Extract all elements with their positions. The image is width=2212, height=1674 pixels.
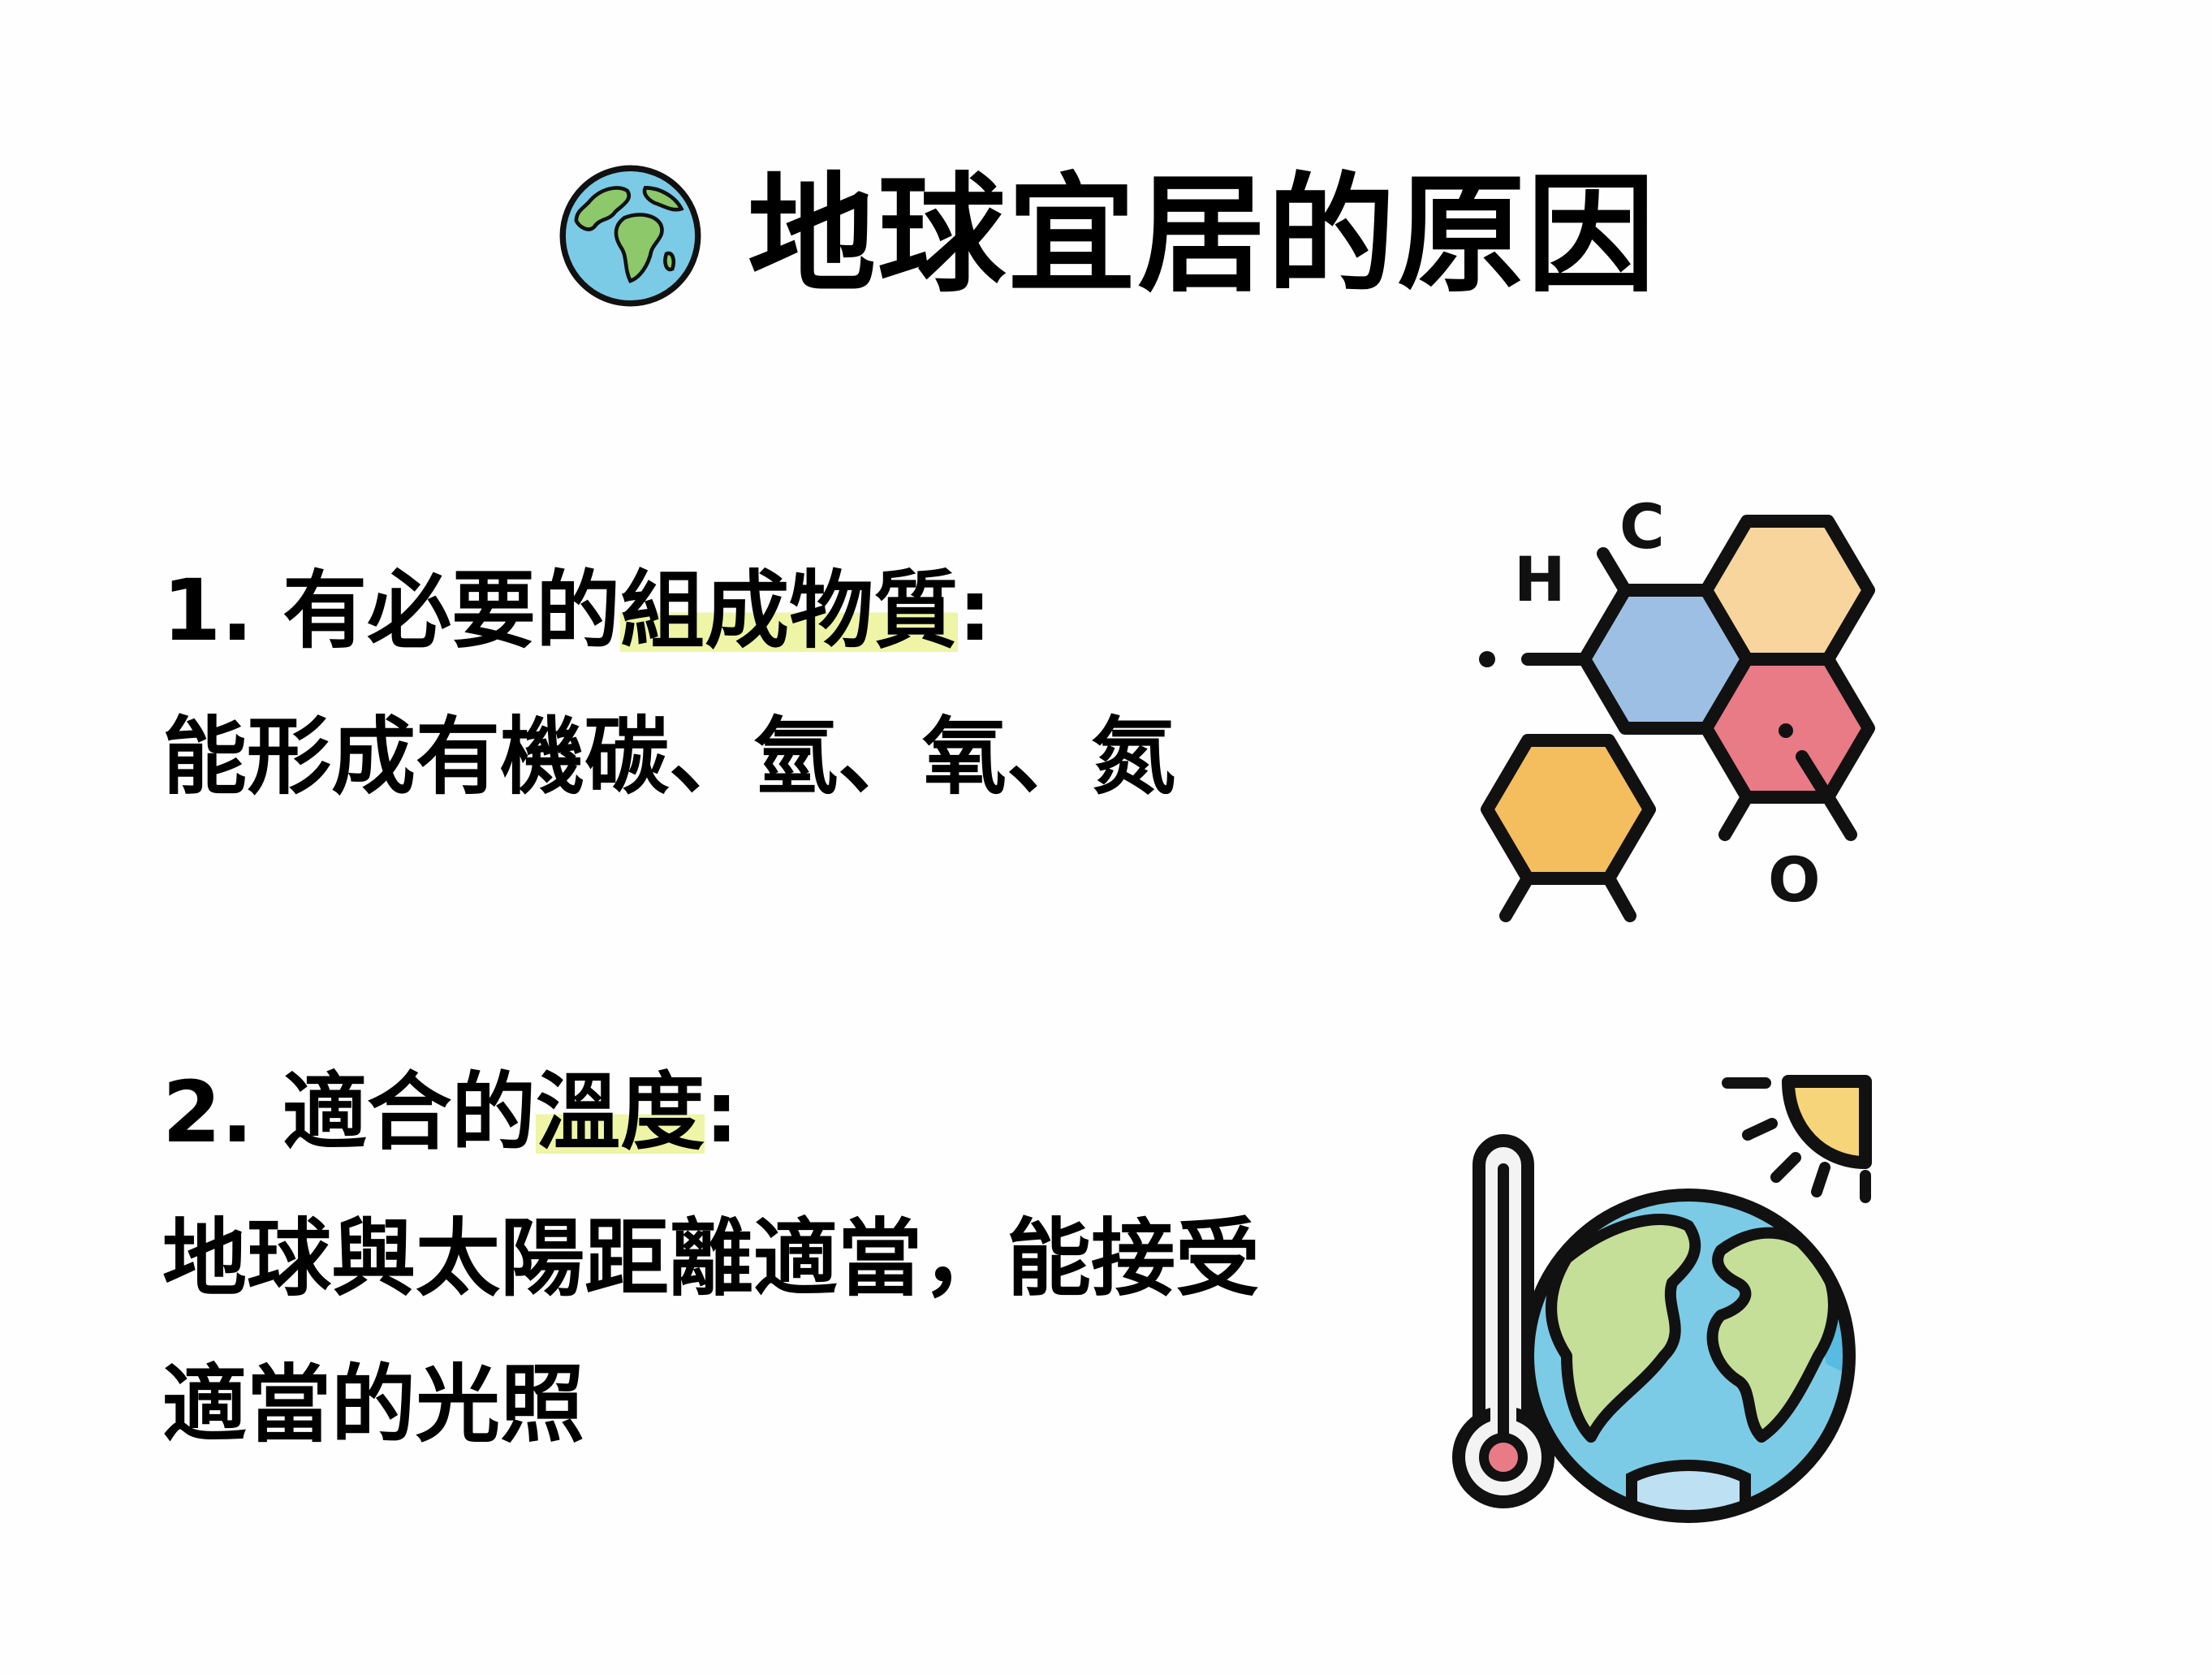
section-2-body-line-1: 地球與太陽距離適當，能接受: [162, 1209, 1261, 1308]
section-2-heading-highlight: 溫度: [536, 1063, 705, 1162]
section-2-heading-post: :: [705, 1063, 739, 1162]
earth-thermometer-sun-icon: [1452, 1075, 1872, 1523]
section-2-body-line-2: 適當的光照: [162, 1355, 585, 1454]
section-1-heading-pre: 有必要的: [282, 561, 621, 660]
globe-africa-icon: [559, 165, 701, 306]
section-2-heading-pre: 適合的: [282, 1063, 537, 1162]
section-2-number: 2.: [162, 1063, 253, 1162]
section-1-number: 1.: [162, 561, 253, 660]
section-1-heading-post: :: [958, 561, 992, 660]
title-row: 地球宜居的原因: [0, 146, 2212, 325]
section-1-heading-highlight: 組成物質: [620, 561, 959, 660]
page-title: 地球宜居的原因: [748, 161, 1657, 310]
section-1-body-line: 能形成有機碳、氫、氧、氮: [162, 707, 1176, 806]
section-1-heading: 1. 有必要的組成物質:: [162, 561, 992, 660]
atom-label-c: C: [1619, 490, 1665, 563]
section-2-heading: 2. 適合的溫度:: [162, 1063, 739, 1162]
molecule-hexagons-icon: H C O: [1479, 490, 1875, 922]
atom-label-o: O: [1768, 843, 1821, 916]
atom-label-h: H: [1514, 543, 1566, 615]
